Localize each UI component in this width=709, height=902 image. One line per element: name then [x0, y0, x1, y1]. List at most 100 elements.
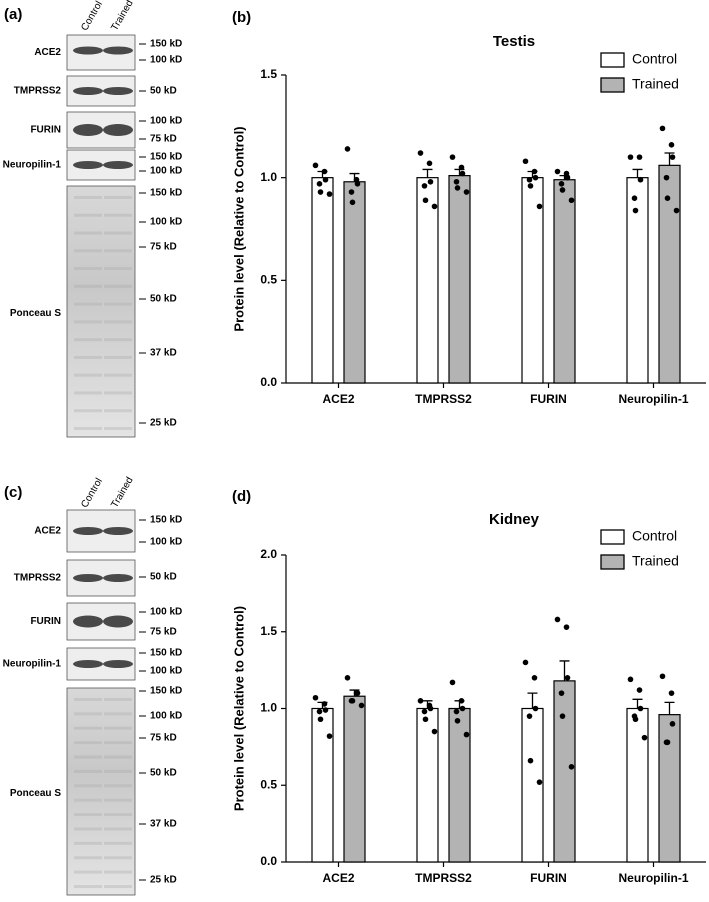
y-tick-label: 1.0 — [260, 701, 277, 715]
blot-band — [103, 660, 133, 668]
data-point — [421, 183, 428, 189]
data-point — [531, 168, 538, 175]
marker-label: 100 kD — [150, 55, 182, 66]
ponceau-band — [104, 784, 132, 788]
marker-label: 75 kD — [150, 733, 177, 744]
panel-label: (a) — [4, 6, 22, 23]
data-point — [527, 757, 534, 764]
ponceau-band — [74, 784, 102, 788]
ponceau-band — [104, 320, 132, 324]
data-point — [554, 168, 561, 175]
ponceau-band — [104, 213, 132, 217]
bar — [553, 179, 576, 384]
ponceau-band — [74, 712, 102, 716]
y-axis-label: Protein level (Relative to Control) — [231, 606, 246, 811]
data-point — [568, 764, 575, 770]
legend-label: Control — [632, 51, 677, 67]
ponceau-band — [74, 885, 102, 888]
error-bar — [559, 660, 570, 681]
ponceau-band — [104, 284, 132, 288]
data-point — [536, 203, 543, 210]
ponceau-band — [104, 726, 132, 730]
data-point — [321, 168, 328, 175]
data-point — [422, 197, 429, 204]
blot-band — [103, 124, 133, 136]
ponceau-band — [104, 755, 132, 759]
data-point — [458, 164, 465, 171]
row-label: Ponceau S — [10, 788, 61, 799]
marker-label: 100 kD — [150, 116, 182, 127]
marker-label: 100 kD — [150, 666, 182, 677]
legend-label: Trained — [632, 76, 679, 92]
marker-label: 150 kD — [150, 188, 182, 199]
data-point — [326, 191, 333, 197]
data-point — [627, 154, 634, 160]
row-label: FURIN — [30, 616, 61, 627]
data-point — [316, 708, 323, 715]
legend-swatch — [600, 52, 625, 68]
ponceau-band — [74, 355, 102, 359]
data-point — [312, 694, 319, 701]
bar — [553, 680, 576, 863]
ponceau-band — [104, 798, 132, 802]
blot-band — [103, 615, 133, 628]
ponceau-band — [74, 249, 102, 253]
data-point — [627, 676, 634, 683]
data-point — [317, 189, 324, 195]
data-point — [664, 739, 671, 746]
row-label: TMPRSS2 — [14, 573, 62, 584]
data-point — [322, 707, 329, 713]
ponceau-band — [104, 338, 132, 342]
data-point — [349, 199, 356, 206]
x-tick-label: ACE2 — [322, 392, 354, 406]
data-point — [641, 734, 648, 741]
data-point — [317, 716, 324, 723]
panel-label: (b) — [232, 9, 251, 26]
data-point — [522, 659, 529, 666]
panel-label: (d) — [232, 488, 251, 505]
error-bar — [632, 698, 643, 709]
ponceau-band — [74, 769, 102, 773]
data-point — [421, 708, 428, 715]
ponceau-band — [104, 391, 132, 395]
ponceau-band — [74, 827, 102, 831]
y-tick-label: 2.0 — [260, 547, 277, 561]
ponceau-band — [74, 196, 102, 199]
data-point — [558, 181, 565, 187]
error-bar — [632, 168, 643, 178]
blot-band — [73, 87, 103, 95]
data-point — [568, 197, 575, 204]
y-tick-label: 0.5 — [260, 777, 277, 791]
ponceau-band — [104, 302, 132, 306]
data-point — [554, 616, 561, 623]
ponceau-band — [74, 698, 102, 701]
ponceau-band — [74, 813, 102, 817]
marker-label: 37 kD — [150, 819, 177, 830]
blot-band — [73, 161, 103, 169]
data-point — [668, 690, 675, 696]
data-point — [453, 708, 460, 715]
marker-label: 150 kD — [150, 152, 182, 163]
data-point — [636, 154, 643, 160]
lane-label: Control — [79, 0, 105, 33]
lane-label: Trained — [109, 0, 135, 33]
data-point — [527, 183, 534, 189]
ponceau-band — [74, 755, 102, 759]
bar — [311, 707, 334, 863]
row-label: Neuropilin-1 — [3, 160, 62, 171]
marker-label: 100 kD — [150, 537, 182, 548]
marker-label: 25 kD — [150, 418, 177, 429]
blot-band — [103, 161, 133, 169]
y-tick-label: 0.0 — [260, 854, 277, 868]
data-point — [344, 146, 351, 152]
data-point — [326, 733, 333, 739]
ponceau-band — [104, 885, 132, 888]
data-point — [463, 189, 470, 195]
ponceau-band — [74, 284, 102, 288]
data-point — [431, 203, 438, 210]
ponceau-band — [74, 427, 102, 430]
bar — [626, 177, 649, 384]
marker-label: 100 kD — [150, 217, 182, 228]
marker-label: 50 kD — [150, 768, 177, 779]
